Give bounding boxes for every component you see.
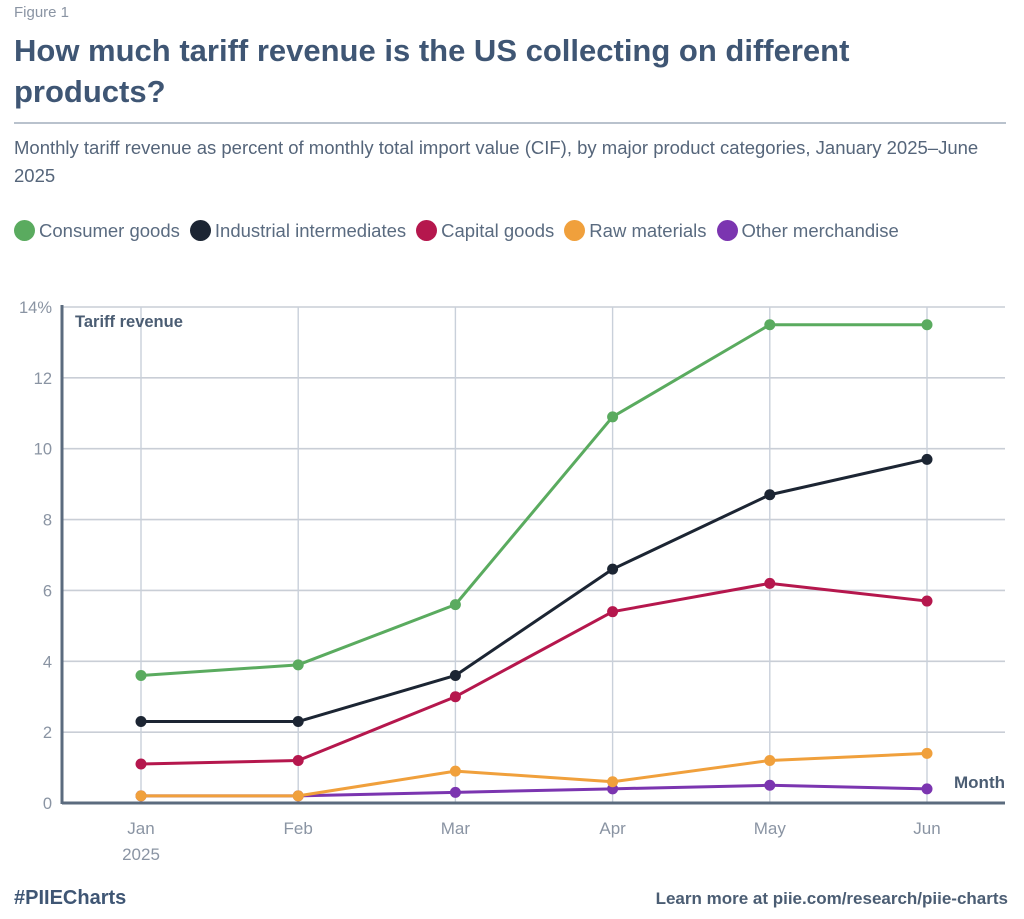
legend-label: Other merchandise: [741, 220, 899, 241]
data-point: [449, 765, 461, 777]
data-point: [921, 319, 933, 331]
legend-swatch-icon: [189, 220, 211, 241]
series-capital-goods: [135, 577, 933, 770]
legend-label: Industrial intermediates: [214, 220, 407, 241]
chart-subtitle: Monthly tariff revenue as percent of mon…: [14, 137, 979, 186]
y-tick-label: 6: [43, 582, 52, 600]
data-point: [135, 716, 147, 728]
figure-label: Figure 1: [14, 4, 70, 21]
series-consumer-goods: [135, 319, 933, 681]
y-tick-label: 10: [34, 441, 52, 459]
chart-title: How much tariff revenue is the US collec…: [14, 33, 850, 109]
data-point: [921, 783, 933, 795]
y-tick-label: 12: [34, 370, 52, 388]
data-point: [292, 754, 304, 766]
series-other-merchandise: [135, 779, 933, 802]
y-tick-label: 2: [43, 724, 52, 742]
series-line: [141, 783, 928, 798]
x-tick-label: Apr: [599, 819, 626, 838]
data-point: [135, 758, 147, 770]
x-tick-label: 2025: [122, 845, 160, 864]
data-point: [449, 691, 461, 703]
y-axis-label: Tariff revenue: [75, 313, 183, 331]
series-line: [141, 751, 928, 798]
legend-item: Raw materials: [564, 214, 707, 247]
legend-item: Capital goods: [416, 214, 554, 247]
x-tick-label: May: [754, 819, 787, 838]
legend-swatch-icon: [564, 220, 586, 241]
data-point: [921, 595, 933, 607]
data-point: [449, 786, 461, 798]
data-point: [764, 577, 776, 589]
legend-item: Consumer goods: [14, 214, 180, 247]
data-point: [764, 754, 776, 766]
learn-more-link[interactable]: Learn more at piie.com/research/piie-cha…: [655, 889, 1008, 908]
x-tick-label: Mar: [441, 819, 471, 838]
y-tick-label: 4: [43, 653, 52, 671]
data-point: [607, 563, 619, 575]
data-point: [764, 489, 776, 501]
legend-label: Capital goods: [441, 220, 555, 241]
series-lines: [135, 319, 933, 802]
y-axis-ticks: 0 2 4 6 8 10 12 14%: [19, 299, 52, 813]
legend-item: Other merchandise: [716, 214, 899, 247]
legend-swatch-icon: [416, 220, 438, 241]
series-industrial-intermediates: [135, 453, 933, 728]
legend-swatch-icon: [14, 220, 35, 241]
x-tick-label: Jan: [127, 819, 154, 838]
data-point: [764, 319, 776, 331]
y-tick-label: 0: [43, 795, 52, 813]
legend-label: Consumer goods: [39, 220, 180, 241]
hashtag: #PIIECharts: [14, 887, 127, 909]
y-tick-label: 8: [43, 512, 52, 530]
legend-label: Raw materials: [589, 220, 707, 241]
data-point: [135, 669, 147, 681]
data-point: [292, 790, 304, 802]
data-point: [449, 669, 461, 681]
data-point: [764, 779, 776, 791]
series-raw-materials: [135, 747, 933, 802]
data-point: [449, 599, 461, 611]
series-line: [141, 457, 928, 724]
data-point: [607, 606, 619, 618]
data-point: [135, 790, 147, 802]
x-axis-ticks: Jan 2025 Feb Mar Apr May Jun: [122, 819, 941, 864]
series-line: [140, 323, 927, 677]
legend-swatch-icon: [716, 220, 738, 241]
data-point: [292, 716, 304, 728]
title-divider: [14, 122, 1006, 124]
data-point: [607, 776, 619, 788]
legend-item: Industrial intermediates: [189, 214, 407, 247]
series-line: [140, 581, 928, 766]
legend: Consumer goods Industrial intermediates Ca…: [14, 214, 1004, 247]
line-chart: 0 2 4 6 8 10 12 14% Jan 2025 Feb Mar Apr May Jun Tari…: [19, 299, 1005, 864]
x-tick-label: Feb: [284, 819, 313, 838]
gridlines: [62, 306, 1005, 803]
x-axis-label: Month: [954, 773, 1005, 792]
data-point: [921, 747, 933, 759]
axes: [60, 305, 1005, 805]
y-tick-label: 14%: [19, 299, 52, 317]
data-point: [921, 453, 933, 465]
data-point: [292, 659, 304, 671]
x-tick-label: Jun: [913, 819, 940, 838]
data-point: [607, 411, 619, 423]
